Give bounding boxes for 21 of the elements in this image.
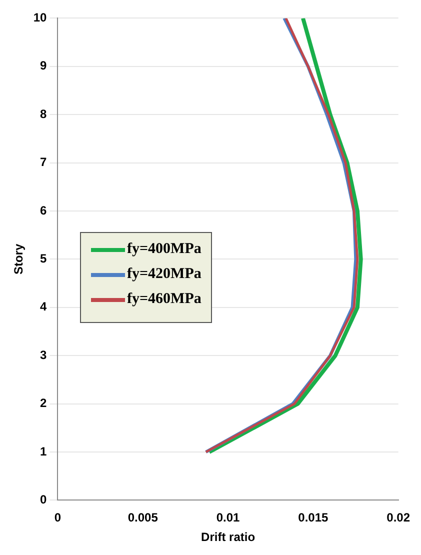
y-tick-label: 0 <box>40 492 48 507</box>
y-tick-label: 3 <box>40 348 48 362</box>
y-tick-label: 6 <box>40 203 48 218</box>
x-tick-label: 0.005 <box>128 510 158 525</box>
x-tick-label: 0 <box>54 510 62 525</box>
y-tick-label: 2 <box>40 396 48 410</box>
y-tick-label: 10 <box>33 10 48 25</box>
legend-label: fy=460MPa <box>127 291 202 308</box>
y-tick-label: 7 <box>40 155 48 170</box>
y-tick-label: 9 <box>40 58 48 73</box>
y-tick-label: 4 <box>40 300 48 314</box>
y-axis-title: Story <box>12 244 26 275</box>
x-tick-label: 0.01 <box>216 510 240 525</box>
legend-label: fy=420MPa <box>127 266 202 283</box>
x-tick-label: 0.02 <box>386 510 410 525</box>
legend-label: fy=400MPa <box>127 241 202 258</box>
x-tick-label: 0.015 <box>298 510 329 525</box>
y-tick-label: 5 <box>40 252 48 266</box>
y-tick-label: 8 <box>40 106 48 121</box>
y-tick-label: 1 <box>40 444 48 458</box>
x-axis-title: Drift ratio <box>201 530 256 544</box>
